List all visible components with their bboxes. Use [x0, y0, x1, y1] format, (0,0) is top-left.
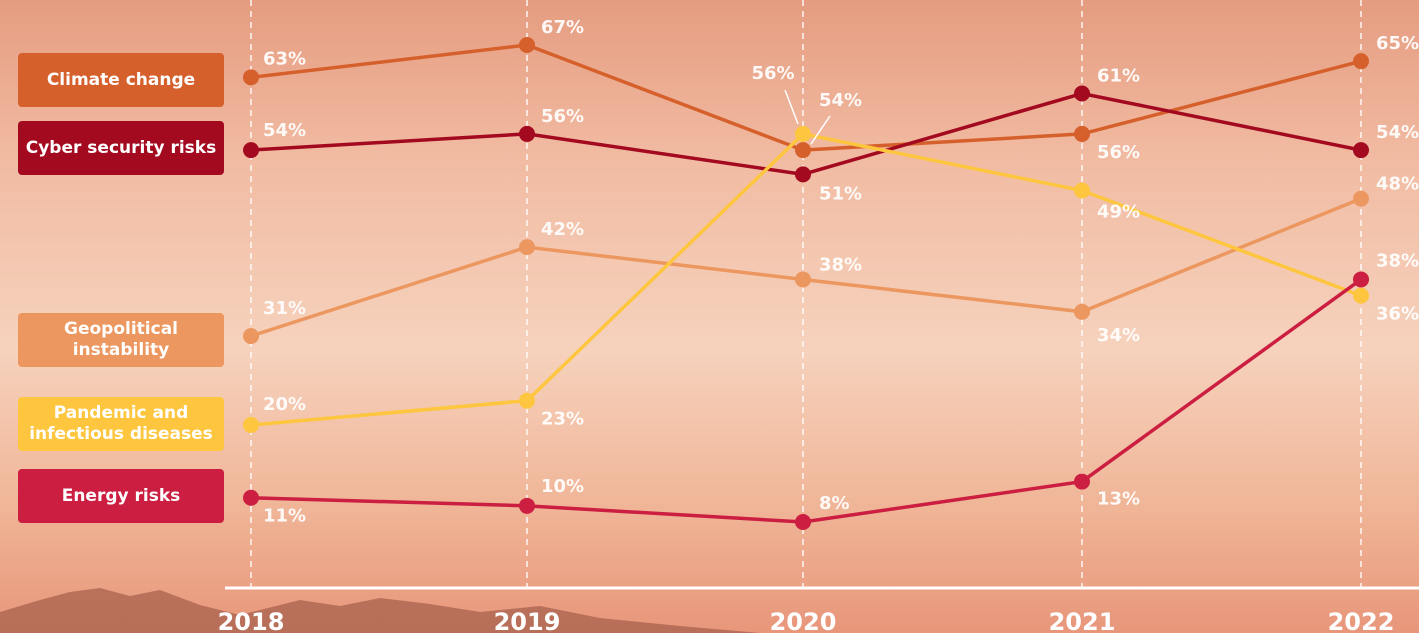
legend-entry: Geopolitical instability — [18, 313, 224, 367]
data-label: 54% — [1376, 122, 1419, 143]
point — [243, 142, 259, 159]
data-label: 31% — [263, 298, 306, 319]
data-label: 20% — [263, 394, 306, 415]
point — [243, 416, 259, 433]
point — [1353, 142, 1369, 159]
data-label: 54% — [263, 120, 306, 141]
data-label: 56% — [1097, 142, 1140, 163]
data-label: 38% — [819, 254, 862, 275]
data-label: 8% — [819, 493, 850, 514]
legend-entry: Energy risks — [18, 469, 224, 523]
data-label: 13% — [1097, 489, 1140, 510]
data-label: 36% — [1376, 304, 1419, 325]
series-line — [250, 278, 1363, 524]
point — [795, 142, 811, 159]
data-label: 63% — [263, 48, 306, 69]
data-label: 61% — [1097, 66, 1140, 87]
point — [243, 69, 259, 86]
data-label: 34% — [1097, 325, 1140, 346]
legend-entry: Climate change — [18, 53, 224, 107]
leader-line — [810, 115, 831, 145]
point — [1353, 271, 1369, 288]
legend-entry: Pandemic and infectious diseases — [18, 397, 224, 451]
point — [795, 125, 811, 142]
point — [795, 271, 811, 288]
series-line — [250, 196, 1362, 338]
x-tick-label: 2019 — [494, 608, 561, 633]
point — [519, 125, 535, 142]
point — [1074, 85, 1090, 102]
data-label: 56% — [541, 106, 584, 127]
data-label: 56% — [751, 63, 794, 84]
mountains — [0, 588, 760, 633]
x-tick-label: 2018 — [218, 608, 285, 633]
point — [519, 392, 535, 409]
point — [1074, 473, 1090, 490]
point — [519, 37, 535, 53]
point — [1074, 182, 1090, 199]
data-label: 42% — [541, 219, 584, 240]
point — [1074, 125, 1090, 142]
leader-line — [784, 89, 799, 125]
data-label: 10% — [541, 476, 584, 497]
data-label: 67% — [541, 17, 584, 38]
data-label: 23% — [541, 409, 584, 430]
point — [1074, 303, 1090, 320]
data-label: 54% — [819, 90, 862, 111]
data-label: 65% — [1376, 33, 1419, 54]
data-label: 51% — [819, 183, 862, 204]
point — [1353, 287, 1369, 304]
legend-entry: Cyber security risks — [18, 121, 224, 175]
x-tick-label: 2020 — [770, 608, 837, 633]
point — [243, 489, 259, 506]
point — [1353, 190, 1369, 207]
data-label: 38% — [1376, 250, 1419, 271]
data-label: 49% — [1097, 202, 1140, 223]
point — [519, 497, 535, 514]
point — [795, 514, 811, 530]
data-label: 48% — [1376, 174, 1419, 195]
point — [519, 239, 535, 256]
point — [1353, 53, 1369, 70]
data-label: 11% — [263, 506, 306, 527]
x-tick-label: 2021 — [1049, 608, 1116, 633]
x-tick-label: 2022 — [1328, 608, 1395, 633]
point — [795, 166, 811, 183]
point — [243, 328, 259, 345]
